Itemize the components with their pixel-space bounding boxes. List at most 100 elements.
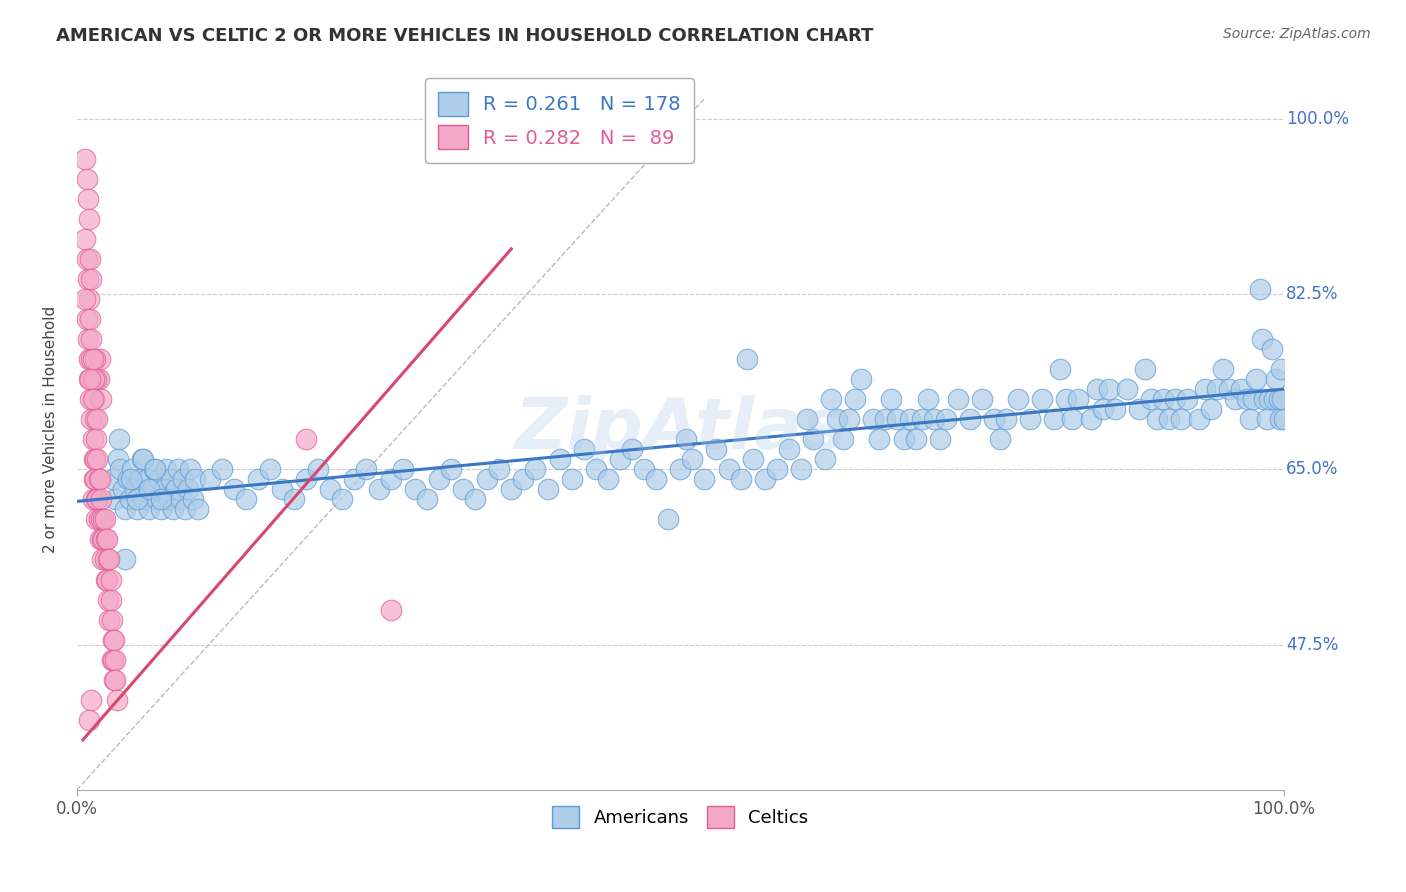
Point: [548, 452, 571, 467]
Point: [83, 452, 105, 467]
Point: [706, 442, 728, 457]
Point: [1170, 412, 1192, 426]
Point: [80, 332, 103, 346]
Point: [609, 452, 631, 467]
Point: [86, 452, 108, 467]
Point: [127, 492, 149, 507]
Point: [198, 472, 221, 486]
Point: [84, 512, 107, 526]
Point: [1128, 402, 1150, 417]
Point: [681, 452, 703, 467]
Point: [80, 412, 103, 426]
Point: [84, 452, 107, 467]
Point: [1133, 362, 1156, 376]
Point: [104, 653, 127, 667]
Point: [1260, 342, 1282, 356]
Point: [162, 502, 184, 516]
Point: [97, 552, 120, 566]
Point: [127, 502, 149, 516]
Y-axis label: 2 or more Vehicles in Household: 2 or more Vehicles in Household: [44, 306, 58, 553]
Point: [141, 483, 163, 497]
Point: [259, 462, 281, 476]
Point: [1007, 392, 1029, 406]
Text: ZipAtlas: ZipAtlas: [515, 395, 846, 464]
Point: [620, 442, 643, 457]
Point: [104, 673, 127, 687]
Point: [108, 432, 131, 446]
Point: [935, 412, 957, 426]
Point: [160, 472, 183, 486]
Text: 47.5%: 47.5%: [1286, 636, 1339, 654]
Point: [134, 492, 156, 507]
Point: [101, 632, 124, 647]
Point: [1225, 392, 1247, 406]
Point: [120, 472, 142, 486]
Point: [132, 452, 155, 467]
Point: [1263, 392, 1285, 406]
Point: [1062, 412, 1084, 426]
Point: [152, 483, 174, 497]
Point: [83, 392, 105, 406]
Point: [633, 462, 655, 476]
Point: [922, 412, 945, 426]
Text: 100.0%: 100.0%: [1286, 110, 1348, 128]
Point: [104, 492, 127, 507]
Point: [96, 573, 118, 587]
Point: [765, 462, 787, 476]
Point: [657, 512, 679, 526]
Point: [80, 272, 103, 286]
Point: [1019, 412, 1042, 426]
Point: [114, 552, 136, 566]
Point: [138, 502, 160, 516]
Point: [77, 372, 100, 386]
Point: [101, 472, 124, 486]
Point: [169, 492, 191, 507]
Point: [77, 211, 100, 226]
Point: [87, 472, 110, 486]
Point: [110, 462, 132, 476]
Point: [1244, 372, 1267, 386]
Point: [1067, 392, 1090, 406]
Point: [76, 272, 98, 286]
Point: [90, 492, 112, 507]
Point: [157, 492, 180, 507]
Point: [970, 392, 993, 406]
Point: [512, 472, 534, 486]
Point: [1212, 362, 1234, 376]
Point: [1251, 332, 1274, 346]
Point: [84, 412, 107, 426]
Text: Source: ZipAtlas.com: Source: ZipAtlas.com: [1223, 27, 1371, 41]
Point: [90, 512, 112, 526]
Point: [561, 472, 583, 486]
Point: [181, 492, 204, 507]
Point: [820, 392, 842, 406]
Point: [464, 492, 486, 507]
Point: [862, 412, 884, 426]
Point: [101, 653, 124, 667]
Point: [246, 472, 269, 486]
Point: [79, 392, 101, 406]
Point: [1080, 412, 1102, 426]
Point: [76, 312, 98, 326]
Point: [84, 372, 107, 386]
Point: [83, 372, 105, 386]
Point: [235, 492, 257, 507]
Point: [75, 232, 97, 246]
Point: [1104, 402, 1126, 417]
Point: [105, 692, 128, 706]
Point: [97, 592, 120, 607]
Point: [1253, 392, 1275, 406]
Point: [1146, 412, 1168, 426]
Point: [143, 462, 166, 476]
Point: [155, 462, 177, 476]
Point: [131, 452, 153, 467]
Point: [111, 483, 134, 497]
Point: [1272, 412, 1295, 426]
Point: [76, 171, 98, 186]
Point: [983, 412, 1005, 426]
Point: [84, 492, 107, 507]
Point: [295, 472, 318, 486]
Point: [82, 492, 104, 507]
Point: [124, 483, 146, 497]
Point: [572, 442, 595, 457]
